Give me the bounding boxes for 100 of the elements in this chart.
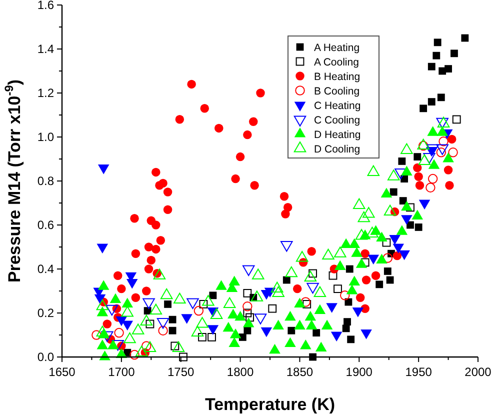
point (284, 337, 296, 348)
point (436, 148, 446, 158)
point (420, 104, 428, 112)
point (284, 310, 296, 321)
point (426, 182, 436, 192)
point (210, 308, 223, 319)
point (351, 247, 362, 257)
point (132, 324, 144, 334)
point (401, 200, 412, 211)
point (450, 50, 458, 58)
point (270, 282, 284, 293)
point (358, 211, 370, 222)
point (96, 299, 109, 310)
point (187, 80, 196, 89)
point (144, 264, 154, 274)
point (382, 253, 393, 263)
point (418, 154, 431, 165)
point (346, 284, 358, 294)
x-tick-label: 1850 (286, 365, 314, 379)
point (144, 242, 154, 252)
point (340, 290, 350, 300)
point (414, 223, 422, 231)
point (98, 280, 110, 290)
point (268, 304, 277, 313)
point (396, 225, 408, 235)
point (415, 181, 424, 190)
point (437, 94, 445, 102)
point (228, 276, 240, 286)
point (392, 251, 402, 260)
point (99, 350, 110, 360)
point (300, 339, 312, 350)
point (209, 292, 217, 300)
legend-label: B Heating (314, 71, 360, 83)
point (348, 238, 360, 248)
point (427, 126, 438, 136)
point (208, 332, 216, 342)
point (322, 248, 334, 260)
point (314, 286, 326, 297)
point (243, 130, 252, 140)
point (231, 174, 240, 184)
point (196, 316, 208, 328)
point (292, 284, 302, 294)
point (130, 350, 140, 360)
point (96, 339, 108, 350)
point (448, 148, 458, 158)
point (428, 174, 438, 184)
point (158, 326, 168, 336)
point (428, 159, 440, 169)
y-tick-label: 0.2 (37, 306, 54, 320)
point (131, 249, 140, 258)
point (216, 280, 227, 290)
point (242, 317, 254, 328)
point (243, 308, 252, 318)
point (202, 294, 214, 306)
point (252, 268, 264, 280)
point (223, 297, 236, 308)
point (228, 308, 239, 318)
point (131, 293, 140, 302)
point (428, 98, 436, 106)
point (272, 320, 284, 330)
y-tick-label: 1.6 (37, 0, 54, 12)
point (153, 268, 166, 280)
point (400, 143, 413, 154)
point (294, 320, 306, 330)
point (414, 153, 422, 161)
point (164, 300, 172, 308)
point (371, 271, 380, 280)
point (384, 267, 392, 275)
point (334, 260, 346, 270)
point (334, 246, 346, 258)
point (428, 62, 436, 70)
point (114, 328, 124, 338)
point (248, 117, 258, 126)
point (314, 304, 326, 314)
point (288, 326, 296, 334)
point (102, 320, 112, 328)
legend-label: C Heating (314, 100, 361, 112)
point (175, 115, 184, 124)
point (156, 236, 166, 245)
point (304, 310, 316, 321)
point (447, 134, 456, 144)
point (384, 204, 396, 216)
legend-label: A Cooling (314, 56, 360, 68)
point (146, 256, 156, 265)
point (304, 270, 317, 282)
point (307, 247, 316, 256)
point (110, 293, 122, 304)
point (117, 284, 126, 294)
point (194, 306, 204, 316)
point (353, 198, 366, 209)
point (163, 188, 172, 196)
point (296, 250, 308, 262)
point (346, 265, 354, 273)
point (356, 258, 368, 268)
point (380, 188, 392, 198)
point (438, 136, 448, 146)
point (362, 276, 371, 284)
point (362, 206, 375, 218)
point (256, 88, 265, 98)
point (152, 220, 160, 230)
